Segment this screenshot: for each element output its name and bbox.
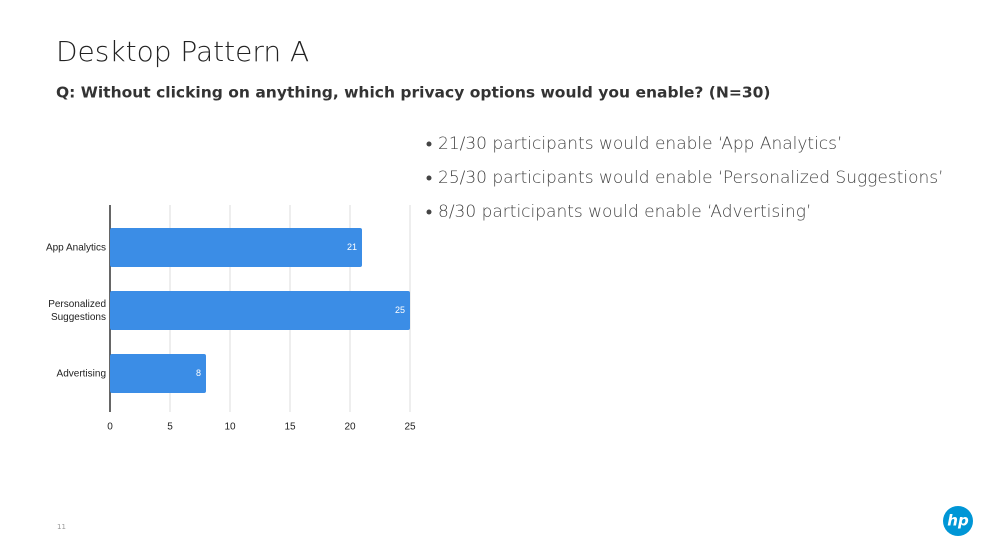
value-label: 8	[196, 368, 201, 378]
category-label: Personalized Suggestions	[48, 298, 106, 323]
bar	[110, 353, 206, 394]
logo: hp	[947, 512, 969, 530]
category-label: Advertising	[56, 368, 106, 379]
bullet-dot	[426, 209, 432, 215]
bullet-text: 8/30 participants would enable ‘Advertis…	[438, 202, 811, 222]
bar	[110, 227, 362, 268]
x-tick-label: 0	[107, 422, 113, 433]
bar	[110, 290, 410, 331]
logo-badge	[943, 506, 973, 536]
value-label: 25	[395, 305, 405, 315]
bullet-text: 25/30 participants would enable ‘Persona…	[438, 168, 944, 188]
slide-subtitle: Q: Without clicking on anything, which p…	[56, 84, 770, 102]
x-tick-label: 20	[344, 422, 356, 433]
x-tick-label: 5	[167, 422, 173, 433]
value-label: 21	[347, 242, 357, 252]
x-tick-label: 25	[404, 422, 416, 433]
bullet-dot	[426, 141, 432, 147]
bullet-text: 21/30 participants would enable ‘App Ana…	[438, 134, 842, 154]
category-label: App Analytics	[45, 242, 106, 253]
page-number: 11	[57, 523, 66, 531]
x-tick-label: 15	[284, 422, 296, 433]
bullet-dot	[426, 175, 432, 181]
x-tick-label: 10	[224, 422, 236, 433]
slide-title: Desktop Pattern A	[56, 35, 309, 68]
